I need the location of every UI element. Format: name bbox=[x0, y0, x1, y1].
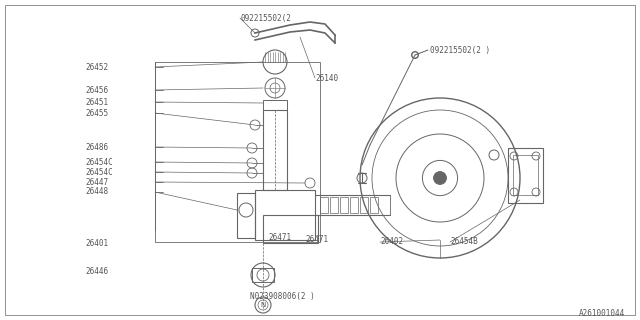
Bar bbox=[513, 155, 538, 195]
Bar bbox=[508, 148, 543, 203]
Text: 26456: 26456 bbox=[85, 85, 108, 94]
Bar bbox=[370, 197, 378, 213]
Text: 26451: 26451 bbox=[85, 98, 108, 107]
Bar bbox=[263, 110, 287, 190]
Text: 092215502(2 ): 092215502(2 ) bbox=[430, 45, 490, 54]
Bar bbox=[255, 190, 315, 240]
Text: N023908006(2 ): N023908006(2 ) bbox=[250, 292, 315, 300]
Text: 26471: 26471 bbox=[268, 233, 291, 242]
Text: 26401: 26401 bbox=[85, 238, 108, 247]
Bar bbox=[330, 197, 338, 213]
Text: 092215502(2: 092215502(2 bbox=[240, 13, 291, 22]
Bar bbox=[360, 197, 368, 213]
Text: 26452: 26452 bbox=[85, 62, 108, 71]
Text: N: N bbox=[260, 302, 266, 308]
Bar bbox=[252, 268, 274, 282]
Text: 26454C: 26454C bbox=[85, 157, 113, 166]
Bar bbox=[263, 215, 318, 243]
Text: 26454C: 26454C bbox=[85, 167, 113, 177]
Bar bbox=[340, 197, 348, 213]
Bar bbox=[320, 197, 328, 213]
Text: 26402: 26402 bbox=[380, 237, 403, 246]
Text: 26446: 26446 bbox=[85, 267, 108, 276]
Text: 26448: 26448 bbox=[85, 188, 108, 196]
Bar bbox=[350, 197, 358, 213]
Text: 26454B: 26454B bbox=[450, 237, 477, 246]
Text: 26486: 26486 bbox=[85, 142, 108, 151]
Text: A261001044: A261001044 bbox=[579, 308, 625, 317]
Bar bbox=[263, 100, 287, 110]
Text: 26471: 26471 bbox=[305, 235, 328, 244]
Text: 26455: 26455 bbox=[85, 108, 108, 117]
Bar bbox=[237, 193, 255, 238]
Text: 26140: 26140 bbox=[315, 74, 338, 83]
Circle shape bbox=[434, 172, 447, 184]
Bar bbox=[155, 62, 320, 242]
Text: 26447: 26447 bbox=[85, 178, 108, 187]
